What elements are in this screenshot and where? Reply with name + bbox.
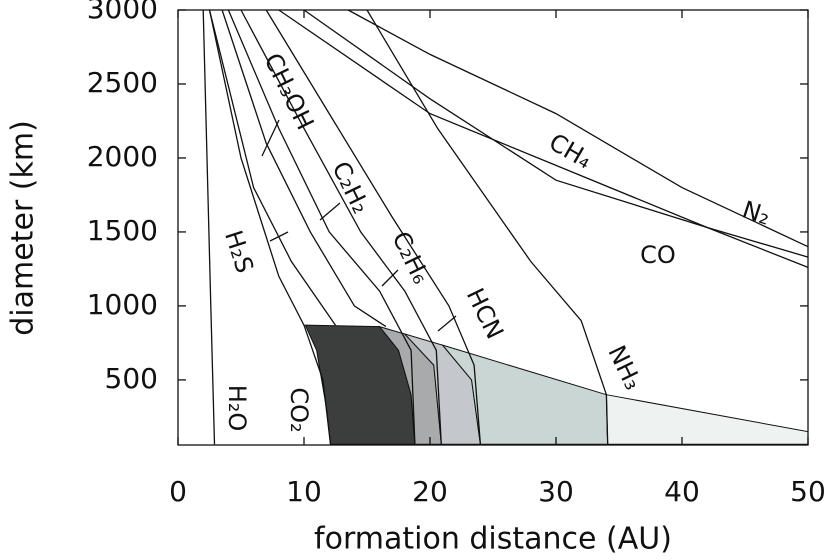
- label-leader: [437, 315, 457, 332]
- x-tick-label: 30: [538, 475, 574, 508]
- label-leader: [381, 269, 399, 287]
- curve-label: C₂H₆: [386, 227, 435, 288]
- x-axis-label: formation distance (AU): [314, 522, 672, 557]
- curve-label: N₂: [739, 195, 774, 230]
- region: [441, 344, 609, 445]
- curve: [208, 9, 337, 326]
- curve-label: HCN: [461, 284, 509, 344]
- y-axis-label: diameter (km): [6, 120, 41, 336]
- x-tick-label: 40: [664, 475, 700, 508]
- y-tick-label: 500: [105, 362, 158, 395]
- x-tick-label: 0: [169, 475, 187, 508]
- curve: [278, 9, 809, 269]
- curve-label: CO₂: [285, 387, 313, 432]
- label-leader: [269, 231, 289, 242]
- curve-label: H₂S: [219, 227, 259, 276]
- curve: [202, 9, 216, 445]
- x-tick-label: 20: [412, 475, 448, 508]
- curve: [366, 9, 609, 445]
- y-tick-label: 2000: [87, 140, 158, 173]
- y-tick-label: 1000: [87, 288, 158, 321]
- plot-frame: [177, 9, 809, 446]
- region: [605, 394, 809, 445]
- curve-label: NH₃: [602, 341, 647, 394]
- curve-label: CO: [640, 241, 676, 269]
- y-tick-label: 2500: [87, 66, 158, 99]
- label-leader: [319, 202, 341, 221]
- curve-label: CH₄: [544, 128, 596, 174]
- curve: [303, 9, 809, 258]
- label-leader: [261, 119, 280, 157]
- curve: [221, 9, 387, 328]
- curve: [265, 9, 482, 445]
- curve: [240, 9, 442, 445]
- curve: [208, 9, 332, 445]
- y-tick-label: 3000: [87, 0, 158, 25]
- x-tick-label: 50: [790, 475, 826, 508]
- curve-label: H₂O: [223, 385, 251, 432]
- y-tick-label: 1500: [87, 214, 158, 247]
- curve: [227, 9, 416, 445]
- curve: [347, 9, 809, 248]
- curve-label: CH₃OH: [258, 49, 319, 134]
- x-tick-label: 10: [286, 475, 322, 508]
